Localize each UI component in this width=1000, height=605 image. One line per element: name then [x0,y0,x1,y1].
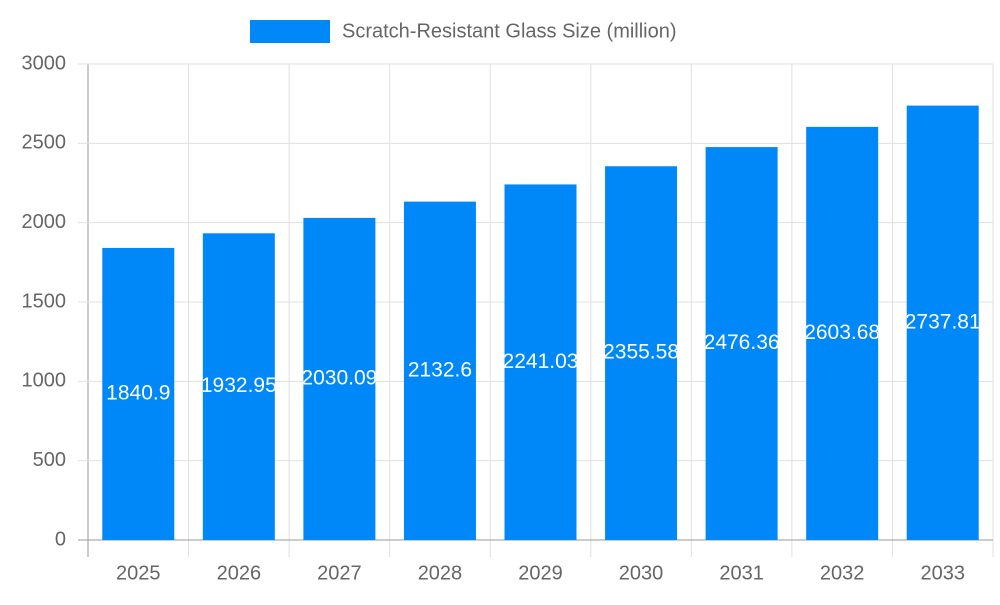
bar [605,166,678,540]
y-tick-label: 3000 [22,52,67,74]
y-tick-label: 500 [33,449,66,471]
y-tick-label: 2500 [22,132,67,154]
bar [403,201,476,540]
data-label: 2241.03 [503,350,579,373]
data-label: 2737.81 [905,310,981,333]
y-tick-label: 1500 [22,290,67,312]
x-tick-label: 2031 [719,562,764,584]
data-label: 2603.68 [804,321,880,344]
bar [504,184,577,541]
legend-swatch [250,20,330,43]
bar [102,247,175,541]
bar [705,147,778,540]
legend-label: Scratch-Resistant Glass Size (million) [342,20,677,42]
x-tick-label: 2029 [518,562,563,584]
y-tick-label: 0 [55,528,66,550]
data-label: 2476.36 [704,331,780,354]
data-label: 2132.6 [408,358,472,381]
data-label: 1840.9 [106,382,170,405]
bar [906,105,979,540]
x-tick-label: 2027 [317,562,362,584]
x-tick-label: 2025 [116,562,161,584]
x-tick-label: 2033 [920,562,965,584]
bar [806,126,879,540]
x-tick-label: 2032 [820,562,865,584]
x-tick-label: 2026 [217,562,262,584]
data-label: 2355.58 [603,341,679,364]
data-label: 1932.95 [201,374,277,397]
x-tick-label: 2030 [619,562,664,584]
bar [202,233,275,540]
data-label: 2030.09 [301,366,377,389]
y-tick-label: 1000 [22,370,67,392]
y-tick-label: 2000 [22,211,67,233]
bar [303,217,376,540]
x-tick-label: 2028 [418,562,463,584]
